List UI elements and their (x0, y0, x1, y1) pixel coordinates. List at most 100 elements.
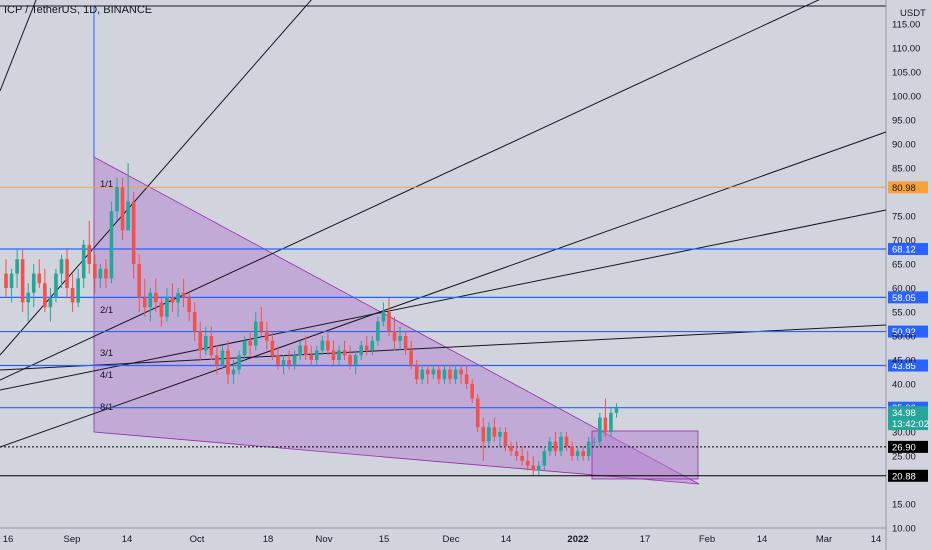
price-level-label: 26.90 (892, 442, 916, 453)
candle-body (287, 360, 291, 365)
gann-fan-lines[interactable] (0, 0, 887, 448)
candle-body (165, 297, 169, 317)
candle-body (381, 312, 386, 322)
candle-body (548, 441, 552, 452)
price-tick-label: 75.00 (892, 212, 916, 223)
candle-body (15, 259, 19, 274)
triangle-drawing (93, 156, 700, 485)
price-tick-label: 65.00 (892, 260, 916, 271)
candle-body (586, 441, 591, 456)
candle-body (559, 436, 563, 452)
candle-body (326, 340, 330, 351)
candle-body (76, 278, 80, 303)
gann-label: 1/1 (100, 179, 113, 190)
candle-body (115, 187, 119, 212)
candle-body (525, 460, 530, 466)
last-price-badge (888, 406, 928, 431)
price-level-label: 20.88 (892, 471, 916, 482)
price-tick-label: 100.00 (892, 92, 921, 103)
candle-body (364, 345, 369, 351)
chart-title: ICP / TetherUS, 1D, BINANCE (4, 4, 153, 16)
gann-label: 4/1 (100, 370, 113, 381)
candle-body (403, 336, 408, 351)
drawings-layer[interactable] (93, 6, 700, 485)
time-tick-label: Nov (316, 534, 333, 545)
price-tick-label: 110.00 (892, 44, 920, 55)
candle-body (420, 369, 425, 380)
time-axis[interactable]: 16 Sep 14 Oct 18 Nov 15 Dec 14 2022 17 Feb 14 Mar 14 (3, 534, 882, 545)
candle-body (570, 446, 574, 456)
candle-body (259, 321, 264, 332)
candle-body (370, 340, 375, 351)
candle-body (43, 283, 47, 308)
candle-body (592, 441, 597, 443)
candle-body (181, 292, 186, 298)
candle-body (331, 350, 336, 360)
candle-body (609, 412, 613, 432)
candle-body (359, 345, 363, 356)
price-level-label: 43.85 (892, 361, 916, 372)
gann-labels: 1/1 2/1 3/1 4/1 8/1 (100, 179, 113, 413)
candle-body (564, 436, 569, 447)
candle-body (204, 336, 208, 351)
candle-body (81, 244, 86, 279)
candle-body (392, 331, 397, 341)
time-tick-label: 14 (871, 534, 882, 545)
candle-body (231, 369, 236, 375)
candle-body (614, 408, 619, 413)
candle-body (148, 292, 153, 308)
time-tick-label: 14 (757, 534, 768, 545)
candle-body (426, 369, 430, 375)
candle-body (137, 264, 141, 298)
price-tick-label: 45.00 (892, 356, 916, 367)
candle-body (598, 417, 602, 442)
candle-body (464, 374, 469, 384)
candle-body (442, 369, 447, 380)
price-axis-panel (887, 0, 932, 550)
candle-body (59, 259, 64, 274)
price-level-label: 68.12 (892, 245, 916, 256)
candle-body (453, 369, 458, 380)
candle-body (131, 201, 136, 264)
gann-line (0, 209, 887, 391)
time-tick-label: 17 (640, 534, 651, 545)
candle-body (20, 259, 25, 303)
candle-body (176, 292, 180, 303)
candle-body (409, 350, 413, 365)
candle-body (303, 345, 308, 356)
candle-body (126, 201, 130, 231)
price-tick-label: 115.00 (892, 20, 920, 31)
price-level-badge (888, 291, 928, 304)
candle-body (309, 355, 314, 360)
candle-body (503, 432, 508, 447)
candle-body (315, 350, 319, 360)
price-tick-label: 10.00 (892, 524, 916, 535)
candle-body (65, 259, 69, 288)
gann-line (0, 0, 37, 92)
last-price-label: 34.98 (892, 408, 916, 419)
candle-body (514, 451, 519, 456)
price-tick-label: 60.00 (892, 284, 916, 295)
candle-body (54, 273, 58, 298)
candle-body (248, 340, 252, 346)
price-level-badge (888, 469, 928, 482)
candle-body (448, 369, 452, 380)
candle-body (31, 273, 36, 293)
price-tick-label: 15.00 (892, 500, 916, 511)
gann-label: 2/1 (100, 305, 113, 316)
candle-body (104, 268, 108, 279)
candle-body (170, 297, 175, 303)
price-axis[interactable]: 115.00 110.00 105.00 100.00 95.00 90.00 85.00 7… (888, 20, 929, 535)
gann-line (0, 0, 312, 356)
candle-body (414, 364, 419, 380)
candle-body (492, 427, 497, 437)
price-tick-label: 90.00 (892, 140, 916, 151)
candle-body (9, 273, 14, 288)
time-tick-label: 14 (501, 534, 512, 545)
countdown-label: 13:42:02 (892, 419, 929, 430)
candle-body (437, 369, 441, 380)
candle-body (142, 297, 147, 308)
candle-body (603, 417, 608, 432)
